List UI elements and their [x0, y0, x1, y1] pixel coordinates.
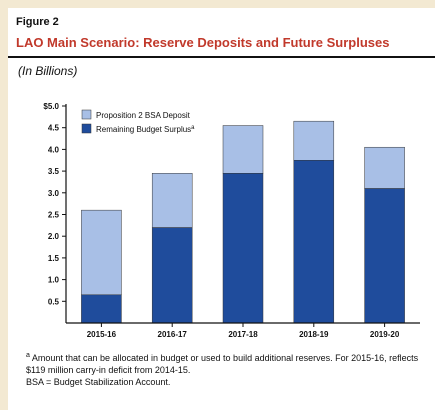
- figure-label: Figure 2: [16, 16, 59, 28]
- footnote-a: a Amount that can be allocated in budget…: [26, 350, 431, 376]
- y-tick-label: $5.0: [43, 102, 59, 111]
- units-label: (In Billions): [18, 64, 78, 78]
- bar-deposit-2017-18: [222, 125, 264, 174]
- footnote-bsa: BSA = Budget Stabilization Account.: [26, 377, 171, 387]
- bar-surplus-2017-18: [222, 173, 264, 324]
- stacked-bar-chart: $5.0 4.5 4.0 3.5 3.0 2.5 2.0 1.5 1.0 0.5 2015-16 20…: [43, 102, 420, 339]
- footnote-a-marker: a: [26, 352, 30, 359]
- legend-superscript: a: [191, 125, 195, 131]
- x-tick-label: 2017-18: [228, 330, 258, 339]
- x-tick-label: 2016-17: [158, 330, 188, 339]
- y-tick-label: 2.0: [48, 232, 60, 241]
- bar-surplus-2018-19: [293, 160, 335, 324]
- bar-deposit-2019-20: [364, 146, 405, 189]
- x-tick-label: 2015-16: [87, 330, 117, 339]
- y-tick-label: 3.5: [48, 167, 60, 176]
- y-tick-label: 4.5: [48, 124, 60, 133]
- bar-deposit-2018-19: [293, 120, 335, 161]
- bar-surplus-2019-20: [364, 188, 405, 324]
- figure-frame: Figure 2 LAO Main Scenario: Reserve Depo…: [8, 8, 435, 410]
- x-tick-label: 2019-20: [370, 330, 400, 339]
- y-tick-label: 4.0: [48, 145, 60, 154]
- legend-label-deposit: Proposition 2 BSA Deposit: [96, 111, 191, 120]
- legend-swatch-deposit: [81, 109, 92, 120]
- footnote-a-text: Amount that can be allocated in budget o…: [26, 353, 419, 375]
- title-rule: [8, 56, 435, 58]
- y-tick-label: 2.5: [48, 211, 60, 220]
- figure-title: LAO Main Scenario: Reserve Deposits and …: [16, 35, 390, 50]
- legend-label-surplus: Remaining Budget Surplusa: [96, 125, 195, 134]
- x-tick-label: 2018-19: [299, 330, 329, 339]
- bar-surplus-2016-17: [151, 227, 193, 324]
- y-tick-label: 1.5: [48, 254, 60, 263]
- legend-swatch-surplus: [81, 123, 92, 134]
- bar-surplus-2015-16: [81, 294, 122, 324]
- bar-deposit-2016-17: [151, 173, 193, 228]
- y-tick-label: 1.0: [48, 276, 60, 285]
- y-tick-label: 0.5: [48, 297, 60, 306]
- y-tick-label: 3.0: [48, 189, 60, 198]
- bar-deposit-2015-16: [81, 209, 122, 296]
